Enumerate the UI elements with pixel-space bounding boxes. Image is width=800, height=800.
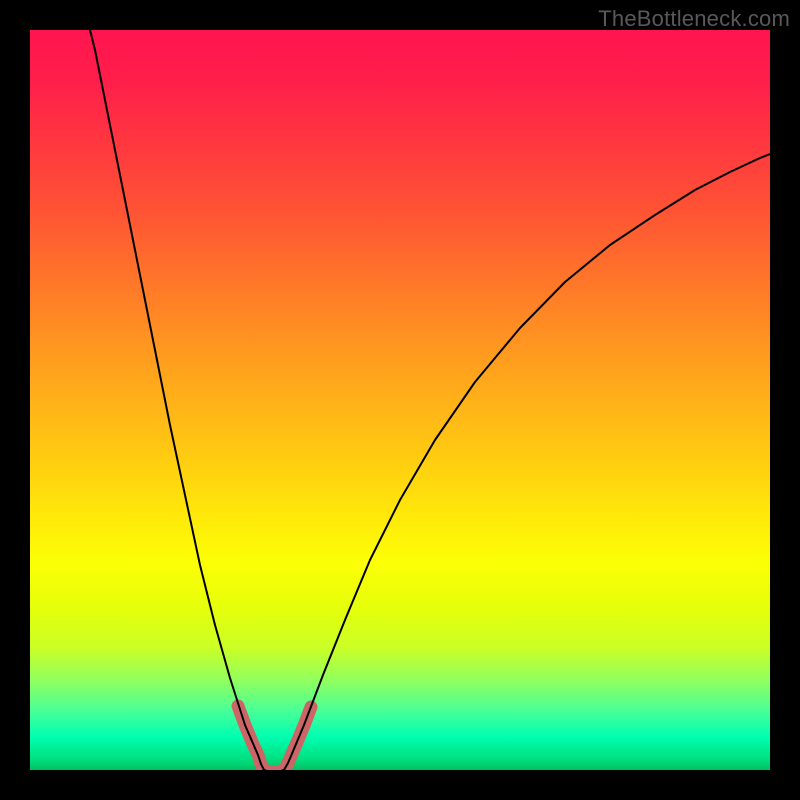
curve-layer bbox=[30, 30, 770, 770]
plot-area bbox=[30, 30, 770, 770]
v-curve bbox=[90, 30, 770, 770]
highlight-segment bbox=[238, 706, 311, 770]
watermark-text: TheBottleneck.com bbox=[598, 6, 790, 32]
